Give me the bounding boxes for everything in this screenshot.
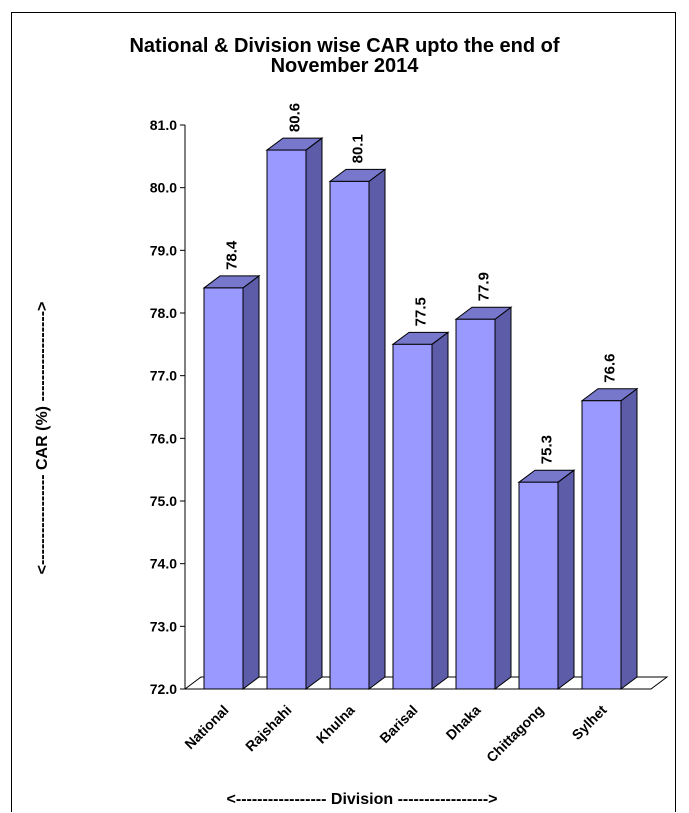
- y-tick-label: 79.0: [150, 242, 177, 258]
- chart-title-line-1: National & Division wise CAR upto the en…: [129, 35, 560, 57]
- data-label: 80.6: [287, 103, 304, 132]
- chart-title-line-2: November 2014: [270, 55, 419, 77]
- y-tick-label: 78.0: [150, 305, 177, 321]
- data-label: 76.6: [602, 354, 619, 383]
- bar-barisal: [391, 331, 450, 690]
- bar-side: [557, 469, 575, 690]
- category-label: Barisal: [376, 702, 420, 746]
- bar-front: [266, 149, 307, 690]
- bar-sylhet: [580, 387, 639, 690]
- bar-side: [431, 331, 449, 690]
- bar-side: [368, 168, 386, 690]
- y-tick-label: 74.0: [150, 556, 177, 572]
- y-tick-label: 81.0: [150, 117, 177, 133]
- bar-rajshahi: [265, 137, 324, 690]
- x-axis-title: <----------------- Division ------------…: [227, 791, 498, 808]
- bar-front: [329, 180, 370, 690]
- bar-front: [518, 481, 559, 690]
- y-tick-label: 80.0: [150, 180, 177, 196]
- data-label: 78.4: [224, 240, 241, 270]
- category-label: Sylhet: [569, 702, 610, 743]
- bar-front: [392, 343, 433, 690]
- bar-side: [620, 387, 638, 690]
- bar-side: [494, 306, 512, 690]
- data-label: 77.5: [413, 297, 430, 326]
- category-label: Khulna: [313, 702, 358, 747]
- y-tick-label: 76.0: [150, 430, 177, 446]
- data-label: 80.1: [350, 134, 367, 163]
- y-tick-label: 75.0: [150, 493, 177, 509]
- category-label: Chittagong: [483, 702, 547, 766]
- y-tick-label: 72.0: [150, 681, 177, 697]
- category-label: Rajshahi: [242, 702, 295, 755]
- category-label: National: [181, 702, 231, 752]
- chart-title: National & Division wise CAR upto the en…: [0, 36, 689, 76]
- bar-front: [203, 287, 244, 690]
- bar-dhaka: [454, 306, 513, 690]
- bar-khulna: [328, 168, 387, 690]
- bar-side: [242, 274, 260, 690]
- category-label: Dhaka: [443, 702, 484, 743]
- data-label: 77.9: [476, 272, 493, 301]
- chart-frame: [11, 12, 676, 812]
- y-tick-label: 73.0: [150, 618, 177, 634]
- labels: 78.4 National 80.6 Rajshahi 80.1 Khulna 77.5 Ba…: [34, 103, 619, 808]
- y-axis-title: <----------------- CAR (%) -------------…: [34, 302, 51, 575]
- bar-side: [305, 137, 323, 690]
- y-tick-label: 77.0: [150, 368, 177, 384]
- bar-front: [455, 318, 496, 690]
- bar-chittagong: [517, 469, 576, 690]
- data-label: 75.3: [539, 435, 556, 464]
- bars: [202, 137, 639, 690]
- bar-front: [581, 400, 622, 690]
- bar-national: [202, 274, 261, 690]
